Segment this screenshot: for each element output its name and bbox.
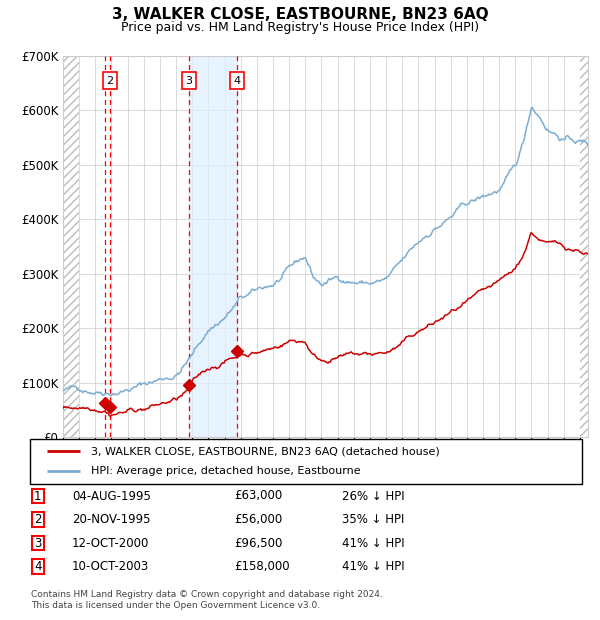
Text: 04-AUG-1995: 04-AUG-1995 — [72, 490, 151, 502]
Text: 20-NOV-1995: 20-NOV-1995 — [72, 513, 151, 526]
Text: £96,500: £96,500 — [234, 537, 283, 549]
Text: £63,000: £63,000 — [234, 490, 282, 502]
Text: 3: 3 — [34, 537, 41, 549]
Text: 3, WALKER CLOSE, EASTBOURNE, BN23 6AQ: 3, WALKER CLOSE, EASTBOURNE, BN23 6AQ — [112, 7, 488, 22]
FancyBboxPatch shape — [30, 439, 582, 484]
Text: 3: 3 — [185, 76, 192, 86]
Text: 1: 1 — [34, 490, 41, 502]
Text: 41% ↓ HPI: 41% ↓ HPI — [342, 560, 404, 573]
Text: 3, WALKER CLOSE, EASTBOURNE, BN23 6AQ (detached house): 3, WALKER CLOSE, EASTBOURNE, BN23 6AQ (d… — [91, 446, 439, 456]
Text: 41% ↓ HPI: 41% ↓ HPI — [342, 537, 404, 549]
Text: £56,000: £56,000 — [234, 513, 282, 526]
Text: 12-OCT-2000: 12-OCT-2000 — [72, 537, 149, 549]
Text: 2: 2 — [34, 513, 41, 526]
Text: £158,000: £158,000 — [234, 560, 290, 573]
Bar — [188, 56, 237, 437]
Text: 26% ↓ HPI: 26% ↓ HPI — [342, 490, 404, 502]
Text: 2: 2 — [106, 76, 113, 86]
Text: This data is licensed under the Open Government Licence v3.0.: This data is licensed under the Open Gov… — [31, 601, 320, 611]
Text: 4: 4 — [233, 76, 241, 86]
FancyBboxPatch shape — [32, 512, 44, 527]
Text: 10-OCT-2003: 10-OCT-2003 — [72, 560, 149, 573]
FancyBboxPatch shape — [32, 559, 44, 574]
Text: Contains HM Land Registry data © Crown copyright and database right 2024.: Contains HM Land Registry data © Crown c… — [31, 590, 383, 600]
Text: 4: 4 — [34, 560, 41, 573]
FancyBboxPatch shape — [32, 536, 44, 551]
FancyBboxPatch shape — [32, 489, 44, 503]
Text: 35% ↓ HPI: 35% ↓ HPI — [342, 513, 404, 526]
Text: HPI: Average price, detached house, Eastbourne: HPI: Average price, detached house, East… — [91, 466, 361, 476]
Text: Price paid vs. HM Land Registry's House Price Index (HPI): Price paid vs. HM Land Registry's House … — [121, 21, 479, 34]
